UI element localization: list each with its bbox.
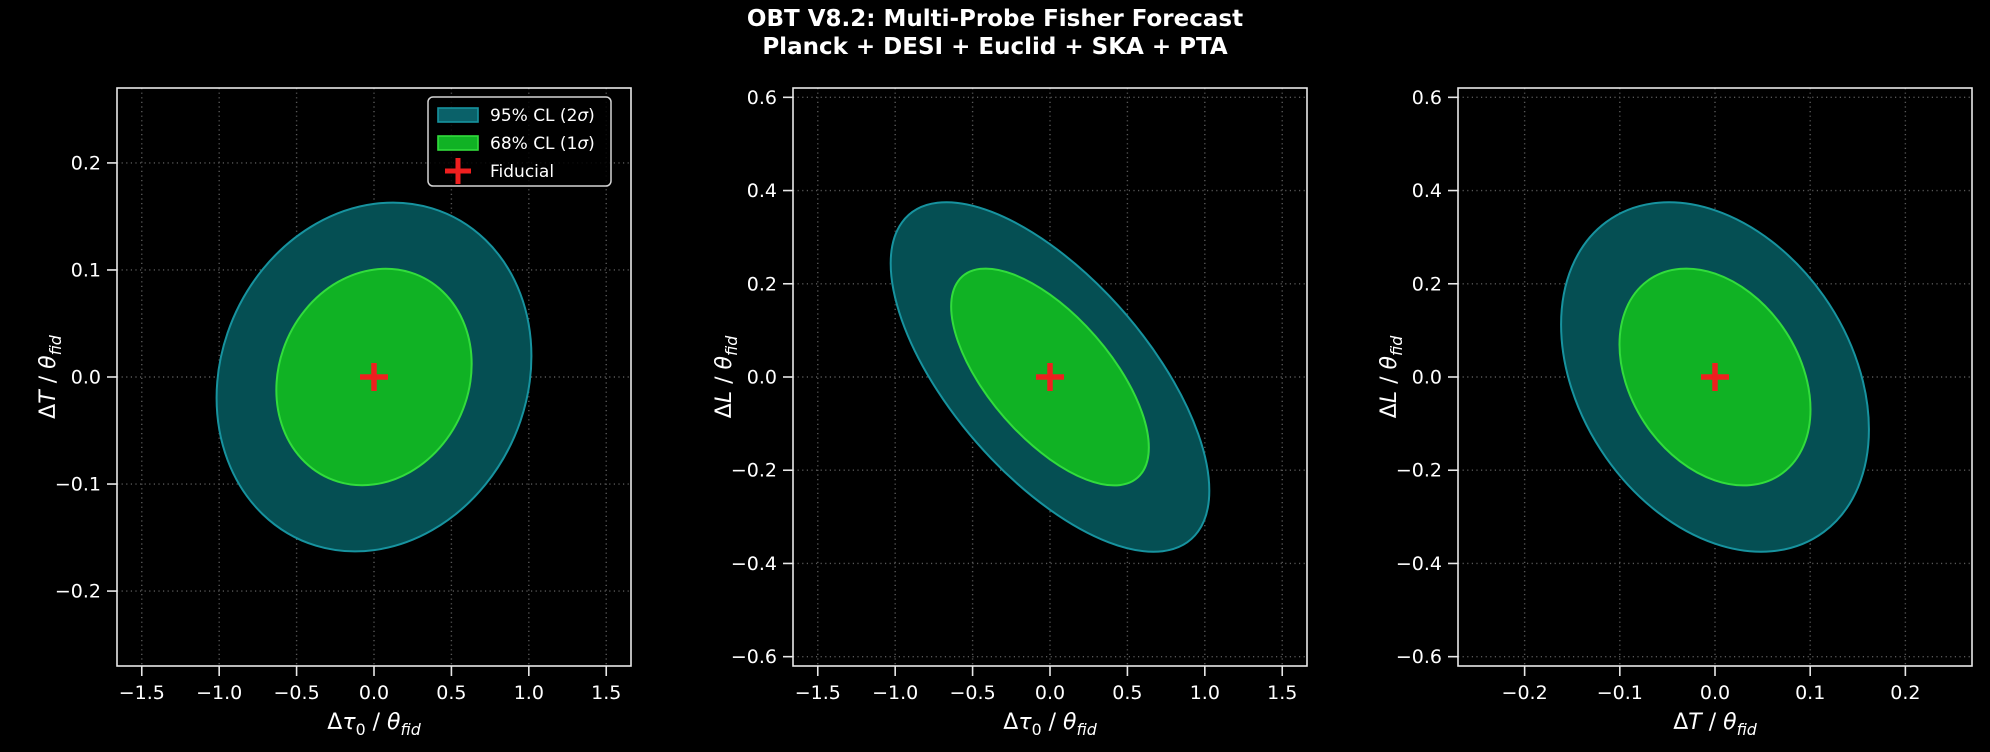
subscript-text: 0 — [356, 720, 366, 739]
x-tick-label: 0.0 — [1035, 682, 1065, 704]
y-tick-label: 0.0 — [1412, 367, 1442, 389]
y-tick-label: 0.6 — [1412, 87, 1442, 109]
legend-label-text: σ — [577, 134, 589, 154]
label-text: Δ — [1003, 710, 1018, 735]
y-tick-label: −0.4 — [731, 553, 777, 575]
label-text: L — [1377, 391, 1402, 403]
y-tick-label: 0.6 — [747, 87, 777, 109]
x-tick-label: 0.2 — [1890, 682, 1920, 704]
label-text: Δ — [327, 710, 342, 735]
y-tick-label: 0.1 — [71, 259, 101, 281]
x-tick-label: −1.0 — [872, 682, 918, 704]
x-tick-label: 0.5 — [436, 682, 466, 704]
label-text: Δ — [36, 404, 61, 419]
y-axis-label: ΔT / θfid — [36, 334, 65, 419]
label-text: τ — [1018, 710, 1032, 735]
x-tick-label: 1.5 — [591, 682, 621, 704]
ellipse-95-swatch — [437, 107, 479, 123]
subscript-text: fid — [46, 334, 65, 355]
label-text: Δ — [1673, 710, 1688, 735]
subscript-text: fid — [401, 720, 422, 739]
x-tick-label: 0.0 — [359, 682, 389, 704]
x-tick-label: −0.1 — [1597, 682, 1643, 704]
x-tick-label: 0.1 — [1795, 682, 1825, 704]
subscript-text: fid — [722, 335, 741, 356]
panel-2: −1.5 −1.0 −0.5 0.0 0.5 1.0 1.5 −0.6 −0.4 −0.2 0.0 0… — [712, 87, 1307, 739]
legend-label-text: Fiducial — [490, 162, 554, 182]
label-text: / — [712, 369, 737, 390]
x-tick-label: −0.5 — [950, 682, 996, 704]
legend-label-text: ) — [588, 106, 595, 126]
subscript-text: fid — [1737, 720, 1758, 739]
label-text: / — [36, 369, 61, 390]
ellipse-68-swatch — [437, 135, 479, 151]
label-text: Δ — [1377, 403, 1402, 418]
y-tick-label: 0.4 — [747, 180, 777, 202]
label-text: τ — [342, 710, 356, 735]
x-tick-label: 1.0 — [514, 682, 544, 704]
x-tick-label: −1.5 — [119, 682, 165, 704]
y-tick-label: −0.6 — [731, 646, 777, 668]
label-text: T — [1688, 710, 1703, 735]
x-axis-label: ΔT / θfid — [1673, 710, 1758, 739]
label-text: θ — [36, 355, 61, 369]
x-tick-label: −0.5 — [274, 682, 320, 704]
legend-label-text: σ — [577, 106, 589, 126]
label-text: / — [1702, 710, 1723, 735]
label-text: / — [1377, 369, 1402, 390]
x-tick-label: −0.2 — [1502, 682, 1548, 704]
subscript-text: 0 — [1032, 720, 1042, 739]
legend-label: 95% CL (2σ) — [490, 106, 595, 126]
x-tick-label: 1.0 — [1190, 682, 1220, 704]
x-axis-label: Δτ0 / θfid — [327, 710, 421, 739]
x-tick-label: −1.5 — [795, 682, 841, 704]
label-text: / — [366, 710, 387, 735]
y-tick-label: 0.2 — [1412, 273, 1442, 295]
y-axis-label: ΔL / θfid — [712, 335, 741, 418]
subscript-text: fid — [1077, 720, 1098, 739]
y-axis-label: ΔL / θfid — [1377, 335, 1406, 418]
y-tick-label: −0.1 — [55, 474, 101, 496]
y-tick-label: 0.2 — [747, 273, 777, 295]
subscript-text: fid — [1387, 335, 1406, 356]
y-tick-label: 0.0 — [747, 367, 777, 389]
legend: 95% CL (2σ)68% CL (1σ)Fiducial — [427, 96, 612, 187]
label-text: θ — [712, 355, 737, 369]
label-text: T — [36, 389, 61, 404]
y-tick-label: −0.2 — [55, 581, 101, 603]
label-text: θ — [1723, 710, 1737, 735]
legend-label-text: 68% CL (1 — [490, 134, 577, 154]
x-tick-label: 0.0 — [1700, 682, 1730, 704]
label-text: / — [1042, 710, 1063, 735]
y-tick-label: 0.4 — [1412, 180, 1442, 202]
label-text: θ — [387, 710, 401, 735]
legend-label: 68% CL (1σ) — [490, 134, 595, 154]
label-text: L — [712, 391, 737, 403]
legend-label-text: ) — [588, 134, 595, 154]
x-axis-label: Δτ0 / θfid — [1003, 710, 1097, 739]
y-tick-label: 0.0 — [71, 367, 101, 389]
y-tick-label: −0.2 — [1396, 460, 1442, 482]
x-tick-label: 0.5 — [1112, 682, 1142, 704]
legend-label: Fiducial — [490, 162, 554, 182]
y-tick-label: −0.2 — [731, 460, 777, 482]
label-text: θ — [1377, 355, 1402, 369]
panel-3: −0.2 −0.1 0.0 0.1 0.2 −0.6 −0.4 −0.2 0.0 0.2 0.4 0.… — [1377, 87, 1972, 739]
y-tick-label: −0.6 — [1396, 646, 1442, 668]
y-tick-label: −0.4 — [1396, 553, 1442, 575]
panel-1: −1.5 −1.0 −0.5 0.0 0.5 1.0 1.5 −0.2 −0.1 0.0 0.1 0.… — [36, 88, 631, 739]
y-tick-label: 0.2 — [71, 152, 101, 174]
legend-label-text: 95% CL (2 — [490, 106, 577, 126]
x-tick-label: 1.5 — [1267, 682, 1297, 704]
label-text: θ — [1063, 710, 1077, 735]
x-tick-label: −1.0 — [196, 682, 242, 704]
label-text: Δ — [712, 403, 737, 418]
